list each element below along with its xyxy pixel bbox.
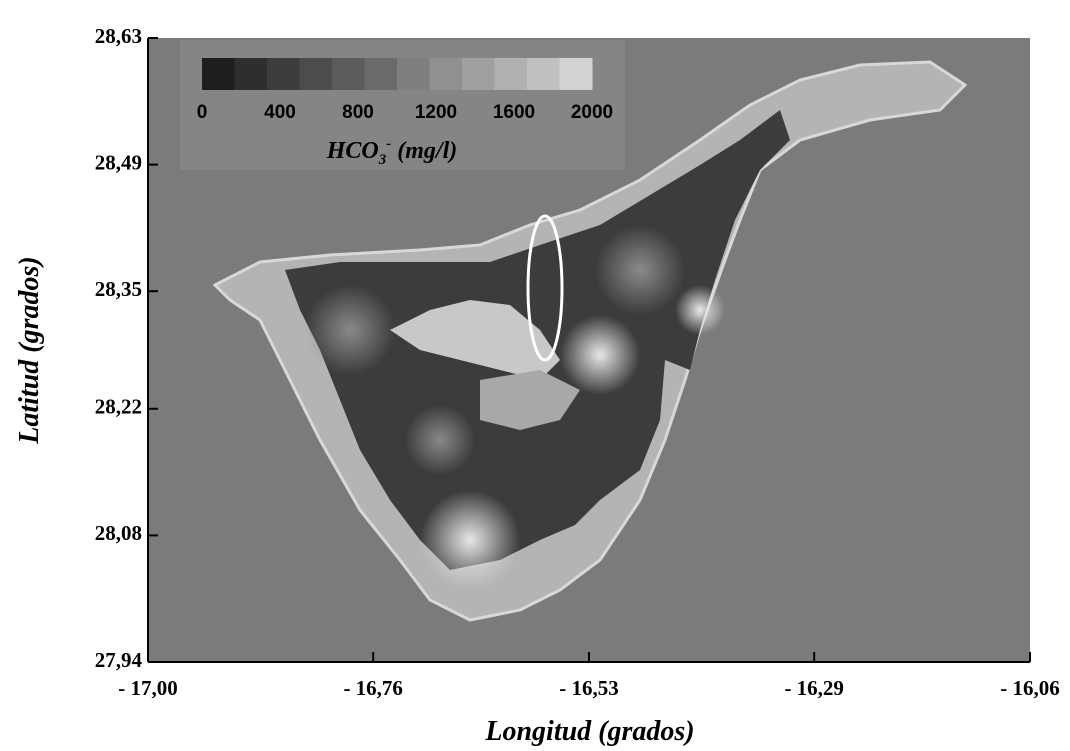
y-axis-label: Latitud (grados) xyxy=(14,256,45,444)
colorbar-step xyxy=(495,58,528,90)
colorbar-step xyxy=(202,58,235,90)
y-tick-label: 28,22 xyxy=(95,395,142,419)
y-tick-label: 28,49 xyxy=(95,150,142,174)
colorbar-tick-label: 1600 xyxy=(493,102,535,123)
x-tick-label: - 16,76 xyxy=(343,676,403,700)
colorbar-step xyxy=(462,58,495,90)
high-zone xyxy=(560,315,640,395)
colorbar-step xyxy=(235,58,268,90)
colorbar-step xyxy=(430,58,463,90)
label-subscript: 3 xyxy=(378,152,387,168)
colorbar-label: HCO3- (mg/l) xyxy=(326,136,458,168)
x-tick-label: - 17,00 xyxy=(118,676,178,700)
x-tick-label: - 16,53 xyxy=(559,676,619,700)
colorbar-step xyxy=(267,58,300,90)
x-tick-label: - 16,06 xyxy=(1000,676,1060,700)
colorbar-step xyxy=(300,58,333,90)
y-tick-label: 28,35 xyxy=(95,277,142,301)
label-part: HCO xyxy=(326,138,379,164)
colorbar-step xyxy=(527,58,560,90)
mid-zone xyxy=(305,285,395,375)
x-tick-label: - 16,29 xyxy=(784,676,844,700)
mid-zone xyxy=(405,405,475,475)
colorbar-tick-label: 1200 xyxy=(415,102,457,123)
mid-zone xyxy=(595,225,685,315)
colorbar-step xyxy=(560,58,593,90)
high-zone xyxy=(420,490,520,590)
x-axis-label: Longitud (grados) xyxy=(484,716,694,747)
colorbar-step xyxy=(365,58,398,90)
colorbar-step xyxy=(397,58,430,90)
colorbar-tick-label: 2000 xyxy=(571,102,613,123)
colorbar-tick-label: 0 xyxy=(197,102,208,123)
figure: 0 400 800 1200 1600 2000 HCO3- (mg/l) Longitu… xyxy=(0,0,1070,751)
colorbar-step xyxy=(332,58,365,90)
label-part: (mg/l) xyxy=(391,138,457,164)
y-tick-label: 27,94 xyxy=(95,648,143,672)
high-zone xyxy=(675,285,725,335)
colorbar-tick-label: 400 xyxy=(264,102,296,123)
y-tick-label: 28,08 xyxy=(95,521,142,545)
y-tick-label: 28,63 xyxy=(95,24,142,48)
colorbar-tick-label: 800 xyxy=(342,102,374,123)
